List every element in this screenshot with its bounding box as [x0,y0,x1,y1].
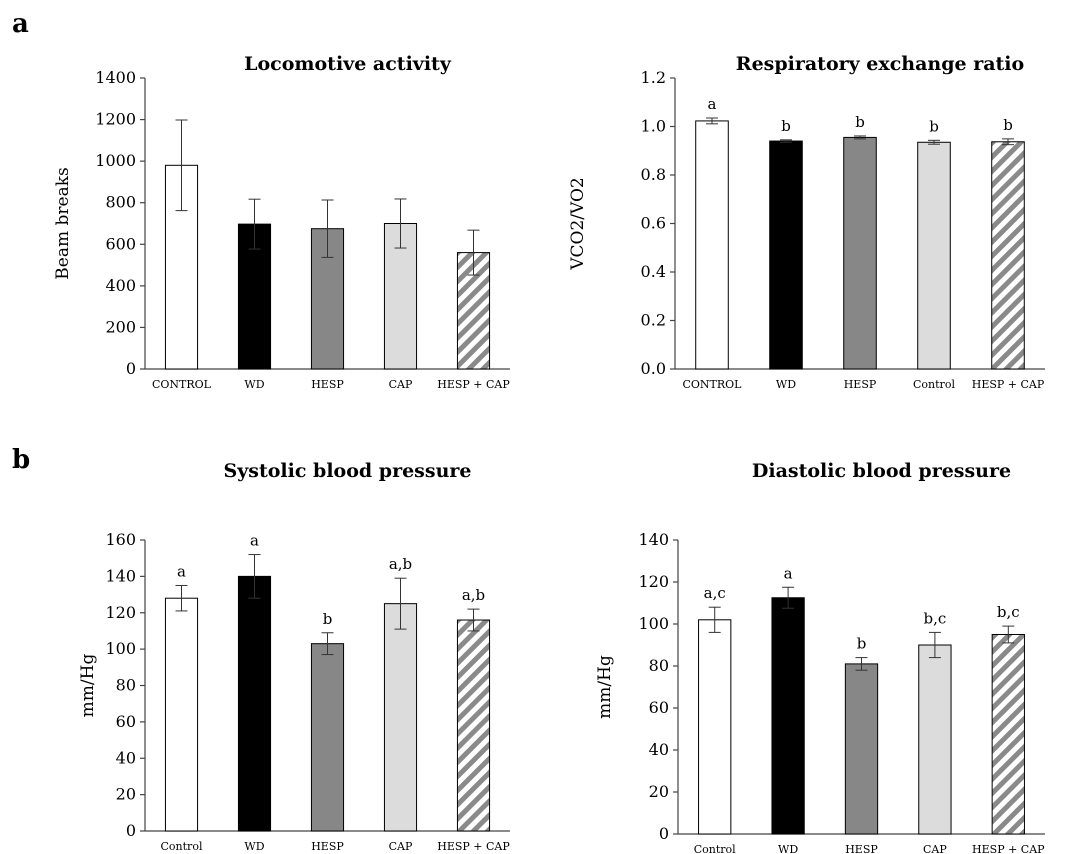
chart-2: Respiratory exchange ratio VCO2/VO2 0.0 0.2… [568,53,1045,391]
significance-label: b [857,635,867,653]
chart-title: Locomotive activity [244,53,452,75]
x-tick-label: WD [776,378,796,391]
bar-hesp-cap [992,635,1024,835]
y-axis-label: VCO2/VO2 [568,177,588,271]
significance-label: a [250,532,259,550]
y-tick-label: 1200 [95,110,136,129]
x-tick-label: HESP + CAP [972,378,1045,391]
y-tick-label: 40 [116,748,136,767]
x-tick-label: CONTROL [152,378,212,391]
bar-hesp [845,664,877,834]
bar-control [918,142,951,369]
y-tick-label: 0.2 [641,311,666,330]
significance-label: a,c [704,584,726,602]
significance-label: b [781,117,791,135]
chart-3: Systolic blood pressure mm/Hg 0 20 40 60 80 100… [78,460,510,853]
y-tick-label: 40 [649,740,669,759]
x-tick-label: CONTROL [682,378,742,391]
bar-wd [238,576,270,831]
bar-hesp [311,644,343,831]
x-tick-label: CAP [389,840,413,853]
significance-label: a,b [462,586,485,604]
y-tick-label: 100 [105,639,136,658]
y-tick-label: 140 [105,566,136,585]
bar-cap [919,645,951,834]
significance-label: b [1003,116,1013,134]
y-tick-label: 1400 [95,68,136,87]
bar-cap [384,604,416,831]
x-tick-label: HESP [311,378,344,391]
x-tick-label: HESP [845,843,878,854]
bar-hesp-cap [992,142,1025,369]
y-tick-label: 20 [649,782,669,801]
significance-label: b,c [924,609,947,627]
y-tick-label: 160 [105,530,136,549]
y-axis-label: mm/Hg [78,654,98,718]
y-tick-label: 200 [105,317,136,336]
x-tick-label: Control [161,840,203,853]
y-tick-label: 80 [116,676,136,695]
x-tick-label: WD [244,378,264,391]
y-axis-label: mm/Hg [595,655,615,719]
x-tick-label: WD [244,840,264,853]
chart-1: Locomotive activity Beam breaks 0 200 400 600… [53,53,510,391]
y-tick-label: 400 [105,276,136,295]
significance-label: a [177,562,186,580]
bar-control [165,598,197,831]
x-tick-label: CAP [923,843,947,854]
x-tick-label: CAP [389,378,413,391]
x-tick-label: Control [694,843,736,854]
chart-title: Respiratory exchange ratio [736,53,1024,75]
x-tick-label: HESP [844,378,877,391]
panel-label-a: a [12,9,29,39]
y-tick-label: 0.4 [641,262,666,281]
y-tick-label: 0 [126,359,136,378]
significance-label: b [855,113,865,131]
y-tick-label: 0 [659,824,669,843]
x-tick-label: HESP + CAP [437,378,510,391]
bar-wd [770,141,803,369]
chart-title: Diastolic blood pressure [752,460,1011,482]
bar-hesp [844,137,877,369]
y-tick-label: 800 [105,193,136,212]
significance-label: b,c [997,603,1020,621]
y-tick-label: 0.6 [641,214,666,233]
significance-label: b [323,610,333,628]
chart-4: Diastolic blood pressure mm/Hg 0 20 40 60 80 10… [595,460,1045,854]
significance-label: a [708,95,717,113]
x-tick-label: Control [913,378,955,391]
y-tick-label: 1000 [95,151,136,170]
significance-label: b [929,117,939,135]
bar-control [696,121,729,369]
bar-control [699,620,731,834]
y-tick-label: 60 [649,698,669,717]
x-tick-label: HESP + CAP [972,843,1045,854]
x-tick-label: HESP + CAP [437,840,510,853]
y-tick-label: 20 [116,785,136,804]
y-tick-label: 100 [638,614,669,633]
y-tick-label: 120 [105,603,136,622]
significance-label: a,b [389,555,412,573]
y-tick-label: 120 [638,572,669,591]
y-tick-label: 0.8 [641,165,666,184]
y-axis-label: Beam breaks [53,167,73,279]
bar-hesp-cap [457,620,489,831]
y-tick-label: 80 [649,656,669,675]
y-tick-label: 0 [126,821,136,840]
bar-wd [772,598,804,834]
x-tick-label: WD [778,843,798,854]
y-tick-label: 1.2 [641,68,666,87]
y-tick-label: 140 [638,530,669,549]
y-tick-label: 0.0 [641,359,666,378]
x-tick-label: HESP [311,840,344,853]
y-tick-label: 1.0 [641,117,666,136]
significance-label: a [784,564,793,582]
y-tick-label: 60 [116,712,136,731]
y-tick-label: 600 [105,234,136,253]
panel-label-b: b [12,445,30,475]
chart-title: Systolic blood pressure [224,460,472,482]
